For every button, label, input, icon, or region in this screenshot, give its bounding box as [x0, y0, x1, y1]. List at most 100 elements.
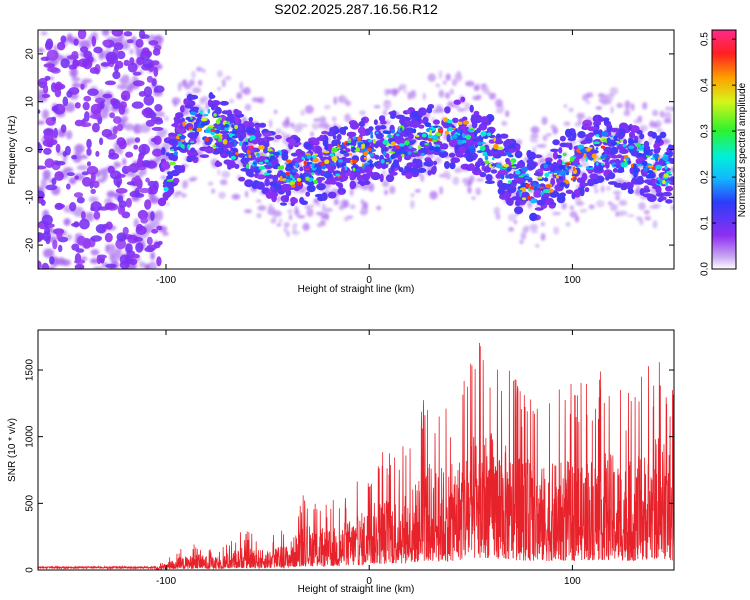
- heatmap-cell: [603, 153, 607, 159]
- heatmap-cell: [398, 143, 405, 147]
- heatmap-cell: [422, 136, 430, 141]
- heatmap-cell: [633, 139, 639, 144]
- heatmap-cell: [306, 161, 310, 167]
- heatmap-cell: [576, 112, 585, 120]
- heatmap-cell: [43, 248, 55, 258]
- heatmap-cell: [562, 172, 566, 177]
- spectrogram-x-label: Height of straight line (km): [298, 284, 415, 295]
- heatmap-cell: [420, 174, 425, 182]
- heatmap-cell: [90, 188, 96, 195]
- heatmap-cell: [584, 187, 590, 193]
- heatmap-cell: [74, 259, 86, 265]
- heatmap-cell: [459, 145, 466, 154]
- heatmap-cell: [480, 116, 489, 123]
- heatmap-cell: [433, 119, 440, 125]
- heatmap-cell: [199, 97, 206, 105]
- heatmap-cell: [90, 235, 103, 242]
- heatmap-cell: [97, 254, 107, 259]
- heatmap-cell: [624, 100, 631, 110]
- heatmap-cell: [493, 206, 501, 215]
- heatmap-cell: [342, 200, 350, 208]
- heatmap-cell: [163, 186, 169, 192]
- heatmap-cell: [173, 165, 180, 170]
- heatmap-cell: [275, 128, 282, 135]
- heatmap-cell: [508, 183, 511, 188]
- heatmap-cell: [477, 141, 482, 146]
- heatmap-cell: [311, 122, 319, 130]
- heatmap-cell: [445, 73, 451, 81]
- heatmap-cell: [232, 135, 237, 139]
- heatmap-cell: [464, 102, 471, 112]
- heatmap-cell: [600, 155, 605, 159]
- heatmap-cell: [287, 208, 293, 214]
- spectrogram-y-tick-label: 10: [25, 96, 36, 108]
- heatmap-cell: [207, 108, 211, 114]
- heatmap-cell: [647, 165, 654, 168]
- heatmap-cell: [306, 208, 314, 217]
- heatmap-cell: [188, 79, 195, 87]
- heatmap-cell: [274, 134, 282, 140]
- heatmap-cell: [589, 173, 599, 180]
- heatmap-cell: [615, 195, 621, 201]
- heatmap-cell: [444, 106, 451, 114]
- heatmap-cell: [550, 148, 559, 153]
- heatmap-cell: [385, 89, 395, 95]
- heatmap-cell: [479, 134, 482, 140]
- heatmap-cell: [180, 144, 185, 149]
- heatmap-cell: [332, 135, 337, 140]
- heatmap-cell: [564, 128, 572, 138]
- heatmap-cell: [222, 139, 228, 145]
- heatmap-cell: [495, 173, 502, 179]
- heatmap-cell: [216, 147, 224, 155]
- heatmap-cell: [135, 225, 147, 235]
- heatmap-cell: [151, 126, 164, 131]
- heatmap-hotspot: [600, 145, 606, 149]
- heatmap-cell: [370, 134, 374, 139]
- heatmap-cell: [318, 122, 324, 129]
- heatmap-cell: [488, 92, 496, 100]
- heatmap-cell: [527, 151, 537, 160]
- heatmap-cell: [200, 118, 208, 122]
- heatmap-cell: [167, 171, 173, 176]
- heatmap-cell: [80, 211, 86, 220]
- heatmap-cell: [40, 199, 46, 206]
- heatmap-cell: [567, 137, 576, 142]
- heatmap-cell: [646, 154, 651, 158]
- heatmap-cell: [610, 203, 618, 212]
- heatmap-cell: [606, 137, 611, 143]
- heatmap-cell: [487, 152, 491, 155]
- heatmap-cell: [246, 149, 251, 155]
- heatmap-cell: [90, 201, 102, 212]
- heatmap-cell: [254, 163, 257, 168]
- heatmap-cell: [594, 144, 600, 147]
- heatmap-cell: [375, 131, 379, 135]
- heatmap-cell: [66, 183, 71, 190]
- heatmap-cell: [204, 129, 212, 133]
- heatmap-cell: [72, 82, 80, 89]
- heatmap-cell: [66, 33, 73, 43]
- heatmap-cell: [75, 248, 85, 253]
- heatmap-cell: [561, 202, 567, 210]
- heatmap-cell: [569, 156, 575, 162]
- heatmap-cell: [225, 75, 232, 81]
- heatmap-cell: [74, 263, 85, 269]
- heatmap-cell: [41, 93, 51, 98]
- heatmap-cell: [218, 191, 226, 199]
- heatmap-cell: [270, 218, 277, 224]
- heatmap-cell: [579, 188, 585, 197]
- heatmap-cell: [427, 73, 436, 82]
- heatmap-cell: [356, 136, 362, 141]
- heatmap-cell: [121, 211, 131, 219]
- heatmap-cell: [642, 193, 653, 198]
- heatmap-cell: [283, 222, 290, 228]
- heatmap-cell: [507, 180, 512, 183]
- heatmap-cell: [198, 79, 203, 86]
- heatmap-cell: [89, 67, 100, 74]
- heatmap-cell: [291, 168, 299, 173]
- heatmap-cell: [650, 179, 657, 185]
- heatmap-cell: [352, 167, 356, 172]
- heatmap-cell: [91, 35, 97, 47]
- heatmap-cell: [116, 50, 126, 60]
- heatmap-cell: [616, 169, 625, 173]
- heatmap-cell: [258, 161, 264, 165]
